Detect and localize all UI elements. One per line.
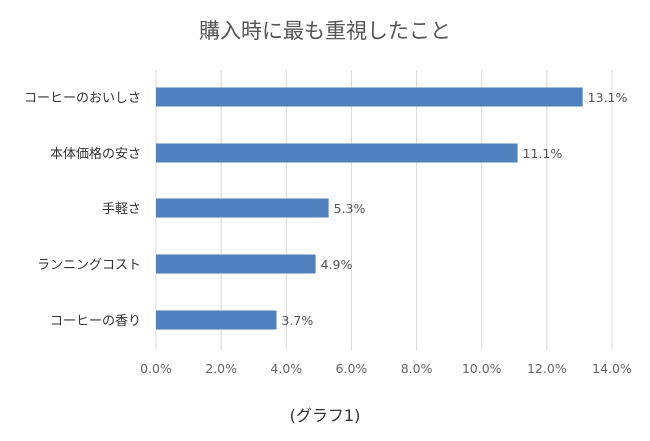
chart-title: 購入時に最も重視したこと [199, 19, 451, 43]
data-label-1: 11.1% [523, 146, 563, 161]
x-tick-label-7: 14.0% [592, 361, 632, 376]
figure-caption: (グラフ1) [290, 406, 361, 425]
data-label-4: 3.7% [282, 313, 314, 328]
x-tick-label-5: 10.0% [462, 361, 502, 376]
labels: 0.0% 2.0% 4.0% 6.0% 8.0% 10.0% 12.0% 14.0% コーヒーの… [24, 90, 632, 376]
category-label-4: コーヒーの香り [50, 314, 141, 329]
data-label-3: 4.9% [321, 257, 353, 272]
bar-3 [156, 254, 316, 274]
bars [156, 87, 583, 330]
category-label-3: ランニングコスト [37, 258, 141, 273]
x-tick-label-0: 0.0% [140, 361, 172, 376]
category-label-0: コーヒーのおいしさ [24, 91, 141, 106]
data-label-0: 13.1% [588, 90, 628, 105]
x-tick-label-1: 2.0% [205, 361, 237, 376]
bar-1 [156, 143, 518, 163]
bar-0 [156, 87, 583, 107]
category-label-1: 本体価格の安さ [50, 146, 141, 162]
x-tick-label-6: 12.0% [527, 361, 567, 376]
x-tick-label-2: 4.0% [270, 361, 302, 376]
bar-2 [156, 198, 329, 218]
category-label-2: 手軽さ [102, 202, 141, 217]
x-tick-label-3: 6.0% [336, 361, 368, 376]
data-label-2: 5.3% [334, 201, 366, 216]
bar-4 [156, 310, 277, 330]
x-tick-label-4: 8.0% [401, 361, 433, 376]
